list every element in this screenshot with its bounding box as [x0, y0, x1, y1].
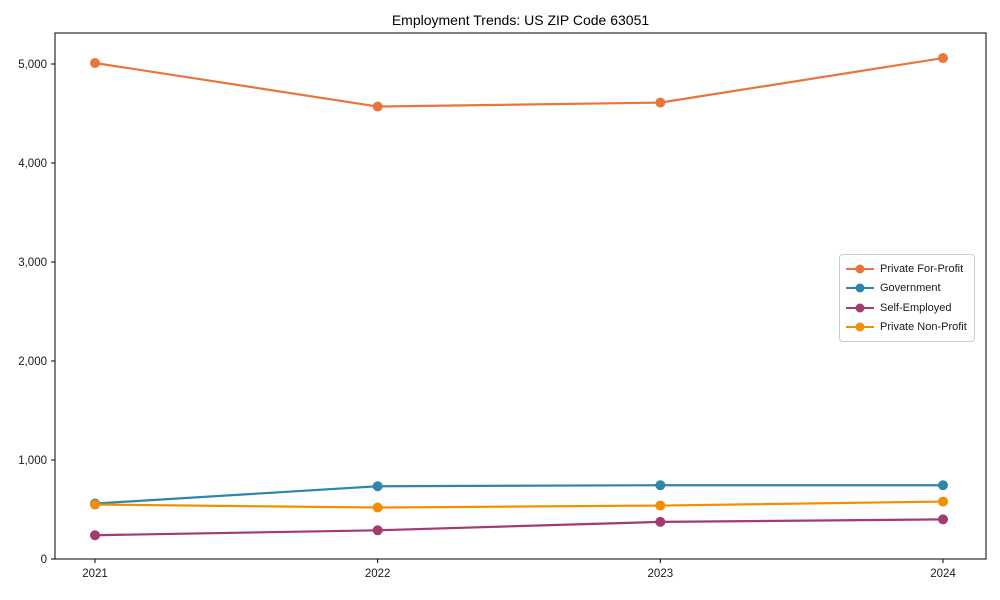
data-point	[372, 481, 383, 492]
x-tick-label: 2024	[930, 568, 956, 580]
y-tick-label: 0	[41, 554, 47, 566]
data-point	[655, 516, 666, 527]
data-point	[938, 496, 948, 507]
x-tick-label: 2023	[648, 568, 674, 580]
legend-label: Private Non-Profit	[880, 321, 967, 334]
axes-frame	[54, 32, 987, 560]
legend-item-private-for-profit: Private For-Profit	[846, 263, 968, 275]
data-point	[372, 525, 383, 536]
y-tick-label: 5,000	[18, 59, 47, 71]
data-point	[655, 500, 666, 511]
data-point	[655, 97, 666, 108]
data-point	[938, 53, 948, 64]
legend-label: Self-Employed	[880, 301, 952, 314]
data-point	[90, 499, 100, 510]
legend-marker-icon	[846, 322, 874, 332]
legend-label: Government	[880, 282, 941, 295]
legend: Private For-Profit Government Self-Emplo…	[839, 254, 975, 342]
y-tick-label: 4,000	[18, 158, 47, 170]
data-point	[655, 480, 666, 491]
x-tick-label: 2022	[365, 568, 391, 580]
legend-label: Private For-Profit	[880, 262, 964, 275]
data-point	[90, 530, 100, 541]
chart-title: Employment Trends: US ZIP Code 63051	[391, 12, 650, 28]
series-line-government	[93, 484, 945, 505]
data-point	[938, 514, 948, 525]
legend-marker-icon	[846, 303, 874, 313]
data-point	[372, 101, 383, 112]
x-tick-label: 2021	[82, 568, 108, 580]
legend-marker-icon	[846, 264, 874, 274]
series-line-self-employed	[93, 518, 945, 537]
legend-item-private-non-profit: Private Non-Profit	[846, 321, 968, 333]
legend-item-government: Government	[846, 282, 968, 294]
y-tick-label: 1,000	[18, 455, 47, 467]
legend-item-self-employed: Self-Employed	[846, 302, 968, 314]
legend-marker-icon	[846, 283, 874, 293]
y-tick-label: 2,000	[18, 356, 47, 368]
y-tick-label: 3,000	[18, 257, 47, 269]
series-line-private-for-profit	[93, 56, 945, 108]
data-point	[90, 57, 100, 68]
data-point	[372, 502, 383, 513]
data-point	[938, 480, 948, 491]
series-line-private-non-profit	[93, 500, 945, 509]
